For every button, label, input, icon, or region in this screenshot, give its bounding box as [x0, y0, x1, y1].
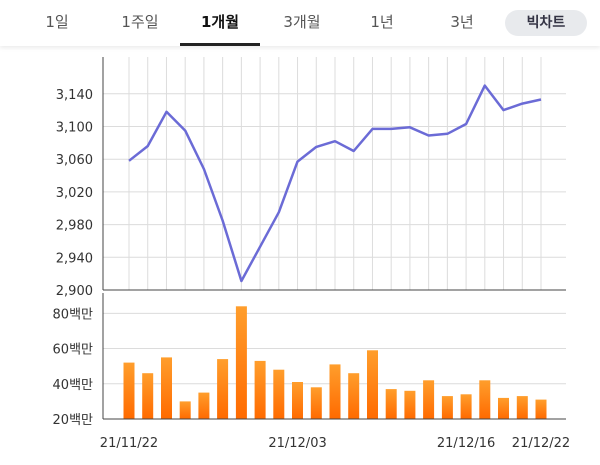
price-y-tick: 3,100	[56, 120, 93, 135]
price-y-tick: 3,060	[56, 153, 93, 168]
volume-bar	[198, 392, 210, 419]
x-tick-label: 21/11/22	[100, 436, 158, 451]
x-tick-label: 21/12/22	[512, 436, 570, 451]
price-y-tick: 2,980	[56, 219, 93, 234]
stock-chart: 2,900 2,940 2,980 3,020 3,060 3,100 3,140 20백만…	[53, 57, 570, 451]
big-chart-button[interactable]: 빅차트	[505, 10, 587, 36]
volume-bar	[460, 394, 472, 419]
volume-bar	[179, 401, 191, 419]
volume-bar	[329, 364, 341, 419]
volume-bar	[292, 382, 303, 419]
price-y-tick: 3,020	[56, 186, 93, 201]
period-tab-bar: 1일 1주일 1개월 3개월 1년 3년 빅차트	[0, 0, 600, 46]
x-tick-label: 21/12/16	[437, 436, 495, 451]
tab-1-month[interactable]: 1개월	[180, 0, 260, 46]
volume-y-tick: 20백만	[53, 413, 94, 428]
tab-1-day[interactable]: 1일	[45, 13, 69, 31]
volume-bar	[441, 396, 453, 419]
volume-bar	[423, 380, 435, 419]
volume-panel: 20백만 40백만 60백만 80백만	[53, 293, 566, 428]
price-line	[128, 84, 542, 283]
volume-bar	[535, 399, 547, 419]
volume-bar	[348, 373, 360, 419]
volume-bar	[310, 387, 322, 419]
tab-1-week[interactable]: 1주일	[121, 13, 159, 31]
volume-bar	[142, 373, 154, 419]
volume-y-tick: 60백만	[53, 343, 94, 358]
volume-bar	[273, 369, 285, 419]
volume-bar	[123, 362, 135, 419]
tab-3-year[interactable]: 3년	[450, 13, 474, 31]
volume-bar	[498, 397, 509, 419]
price-y-tick: 3,140	[56, 88, 93, 103]
volume-bar	[235, 306, 247, 419]
volume-bar	[385, 389, 397, 419]
x-tick-label: 21/12/03	[268, 436, 326, 451]
volume-bar	[404, 390, 416, 419]
volume-bar	[161, 357, 172, 419]
volume-bar	[479, 380, 491, 419]
volume-bar	[217, 359, 229, 419]
price-panel: 2,900 2,940 2,980 3,020 3,060 3,100 3,140	[56, 57, 566, 299]
volume-bar	[367, 350, 378, 419]
price-y-tick: 2,940	[56, 251, 93, 266]
volume-y-tick: 40백만	[53, 378, 94, 393]
tab-1-year[interactable]: 1년	[370, 13, 394, 31]
volume-y-tick: 80백만	[53, 307, 94, 322]
tab-3-month[interactable]: 3개월	[283, 13, 321, 31]
x-axis: 21/11/22 21/12/03 21/12/16 21/12/22	[100, 436, 570, 451]
volume-bar	[254, 360, 266, 419]
price-y-tick: 2,900	[56, 284, 93, 299]
volume-bar	[516, 396, 528, 419]
